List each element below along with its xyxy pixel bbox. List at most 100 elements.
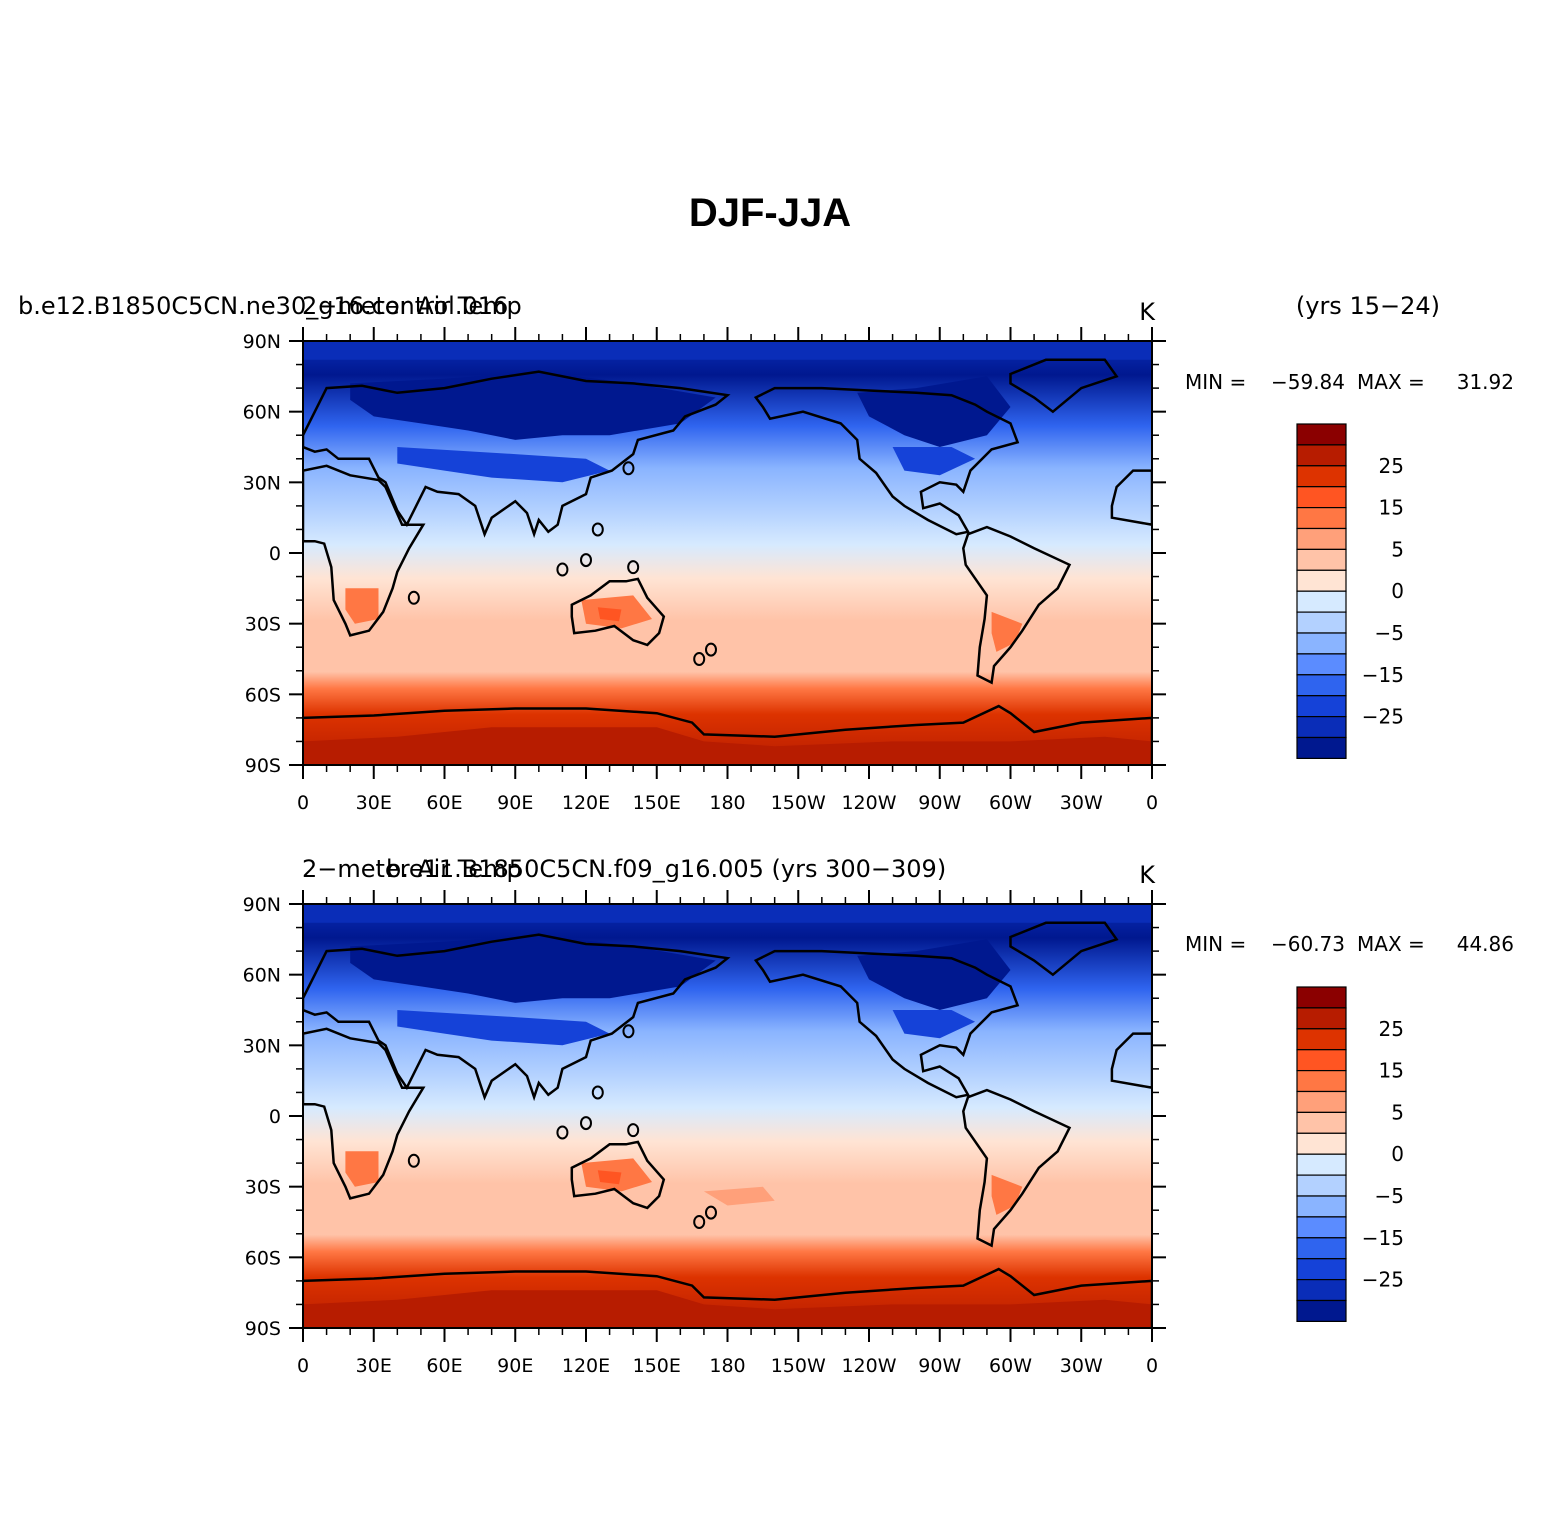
colorbar-swatch bbox=[1296, 444, 1347, 467]
colorbar-swatch bbox=[1296, 1195, 1347, 1218]
colorbar-label: −25 bbox=[1362, 1268, 1404, 1292]
lon-tick-label: 60W bbox=[989, 792, 1032, 814]
lat-tick-label: 60S bbox=[245, 1247, 281, 1269]
island-outline bbox=[693, 1215, 706, 1229]
lon-tick-label: 90W bbox=[918, 792, 961, 814]
lon-tick-label: 90E bbox=[497, 1355, 533, 1377]
island-outline bbox=[622, 461, 635, 476]
lon-tick-label: 0 bbox=[297, 1355, 309, 1377]
south-pacific-warm-patch bbox=[703, 1186, 775, 1206]
colorbar-swatch bbox=[1296, 507, 1347, 530]
lat-tick-label: 0 bbox=[269, 1106, 281, 1128]
panel-2-min-value: −60.73 bbox=[1271, 932, 1345, 956]
lon-tick-label: 120W bbox=[841, 792, 896, 814]
australia-outline bbox=[570, 1140, 666, 1210]
colorbar-swatch bbox=[1296, 986, 1347, 1009]
colorbar-label: −15 bbox=[1362, 1226, 1404, 1250]
colorbar-swatch bbox=[1296, 1258, 1347, 1281]
lon-tick-label: 0 bbox=[1146, 792, 1158, 814]
island-outline bbox=[591, 1085, 604, 1100]
greenland-outline bbox=[1009, 358, 1119, 414]
panel-1-field bbox=[303, 341, 1152, 765]
southern-africa-warm bbox=[345, 1151, 379, 1187]
south-america-outline bbox=[962, 1088, 1072, 1248]
australia-outline bbox=[570, 577, 666, 647]
colorbar-swatch bbox=[1296, 1237, 1347, 1260]
africa-west-bulge bbox=[1110, 469, 1152, 526]
island-outline bbox=[704, 642, 717, 657]
colorbar-label: 15 bbox=[1379, 496, 1404, 520]
lon-tick-label: 60E bbox=[426, 1355, 462, 1377]
panel-1-variable-label: 2−meter Air Temp bbox=[302, 292, 522, 320]
island-outline bbox=[580, 1116, 592, 1131]
central-asia-cold bbox=[397, 447, 610, 483]
australia-hot-core bbox=[597, 1170, 622, 1185]
colorbar-swatch bbox=[1296, 465, 1347, 488]
panel-1-colorbar: 25 15 5 0 −5 −15 −25 bbox=[1296, 423, 1404, 759]
colorbar-swatch bbox=[1296, 527, 1347, 550]
colorbar-swatch bbox=[1296, 1174, 1347, 1197]
panel-2-colorbar: 25 15 5 0 −5 −15 −25 bbox=[1296, 986, 1404, 1322]
colorbar-swatch bbox=[1296, 1028, 1347, 1051]
lon-tick-label: 150E bbox=[633, 1355, 681, 1377]
lat-tick-label: 90S bbox=[245, 1318, 281, 1340]
island-outline bbox=[591, 522, 604, 537]
north-america-outline bbox=[753, 949, 1020, 1099]
colorbar-swatch bbox=[1296, 611, 1347, 634]
colorbar-swatch bbox=[1296, 1132, 1347, 1155]
lat-tick-label: 60S bbox=[245, 684, 281, 706]
south-america-outline bbox=[962, 525, 1072, 685]
colorbar-swatch bbox=[1296, 715, 1347, 739]
colorbar-swatch bbox=[1296, 569, 1347, 592]
lon-tick-label: 30E bbox=[356, 1355, 392, 1377]
panel-1-min-label: MIN = bbox=[1185, 370, 1246, 394]
eurasia-outline bbox=[303, 933, 731, 1102]
colorbar-label: 5 bbox=[1391, 1100, 1404, 1124]
lat-tick-label: 90N bbox=[243, 894, 281, 916]
lon-tick-label: 180 bbox=[709, 792, 745, 814]
island-outline bbox=[627, 560, 640, 575]
colorbar-label: 0 bbox=[1391, 579, 1404, 603]
colorbar-swatch bbox=[1296, 632, 1347, 655]
lon-tick-label: 30W bbox=[1060, 1355, 1103, 1377]
eurasia-outline bbox=[303, 370, 731, 539]
lat-tick-label: 30N bbox=[243, 1035, 281, 1057]
canada-cold-core bbox=[857, 939, 1011, 1010]
island-outline bbox=[622, 1024, 635, 1039]
lat-tick-label: 60N bbox=[243, 402, 281, 424]
lon-tick-label: 150W bbox=[771, 1355, 826, 1377]
colorbar-label: 0 bbox=[1391, 1142, 1404, 1166]
lon-tick-label: 30W bbox=[1060, 792, 1103, 814]
panel-1-min-value: −59.84 bbox=[1271, 370, 1345, 394]
southern-africa-warm bbox=[345, 588, 379, 624]
colorbar-swatch bbox=[1296, 653, 1347, 676]
colorbar-swatch bbox=[1296, 695, 1347, 718]
island-outline bbox=[556, 562, 569, 577]
panel-2-max-label: MAX = bbox=[1357, 932, 1425, 956]
lon-tick-label: 180 bbox=[709, 1355, 745, 1377]
colorbar-label: 15 bbox=[1379, 1059, 1404, 1083]
lat-tick-label: 60N bbox=[243, 965, 281, 987]
lon-tick-label: 90E bbox=[497, 792, 533, 814]
lon-tick-label: 90W bbox=[918, 1355, 961, 1377]
colorbar-label: −25 bbox=[1362, 705, 1404, 729]
panel-1-axes: 90N 60N 30N 0 30S 60S 90S 0 30E 60E 90E 120E 150E 180… bbox=[243, 327, 1166, 814]
arctic-cap bbox=[303, 904, 1152, 923]
colorbar-swatch bbox=[1296, 1007, 1347, 1030]
lon-tick-label: 120E bbox=[562, 792, 610, 814]
island-outline bbox=[580, 553, 592, 568]
lon-tick-label: 150W bbox=[771, 792, 826, 814]
island-outline bbox=[556, 1125, 569, 1140]
colorbar-swatch bbox=[1296, 486, 1347, 509]
panel-1-units-label: K bbox=[1139, 298, 1156, 326]
africa-outline bbox=[303, 464, 426, 637]
lat-tick-label: 0 bbox=[269, 543, 281, 565]
lon-tick-label: 60W bbox=[989, 1355, 1032, 1377]
panel-2-case-label: b.e11.B1850C5CN.f09_g16.005 (yrs 300−309… bbox=[386, 855, 946, 883]
island-outline bbox=[407, 590, 420, 605]
antarctic-warm-core bbox=[303, 1290, 1152, 1328]
colorbar-swatch bbox=[1296, 674, 1347, 697]
colorbar-swatch bbox=[1296, 1069, 1347, 1093]
lat-tick-label: 30S bbox=[245, 1177, 281, 1199]
